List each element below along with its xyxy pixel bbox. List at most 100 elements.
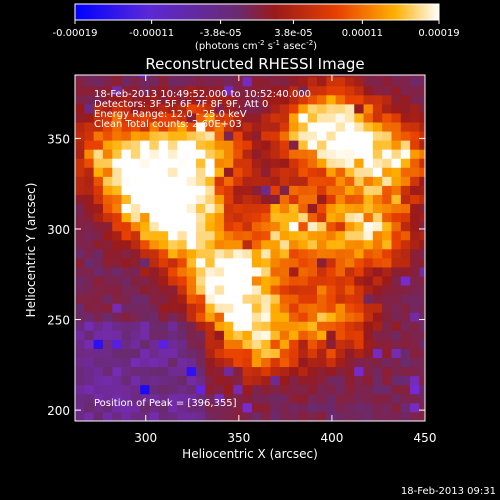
heatmap-cell [102, 212, 113, 223]
heatmap-cell [279, 203, 290, 214]
heatmap-cell [261, 140, 271, 150]
heatmap-cell [140, 194, 150, 205]
heatmap-cell [121, 158, 132, 168]
heatmap-cell [196, 75, 206, 78]
heatmap-cell [410, 375, 420, 386]
heatmap-cell [354, 411, 364, 422]
heatmap-cell [140, 103, 150, 114]
heatmap-cell [102, 94, 113, 105]
heatmap-cell [419, 122, 426, 132]
heatmap-cell [214, 248, 225, 259]
heatmap-cell [410, 167, 420, 177]
heatmap-cell [279, 212, 290, 223]
heatmap-cell [410, 303, 420, 313]
heatmap-cell [251, 357, 262, 368]
heatmap-cell [419, 411, 426, 422]
heatmap-cell [400, 303, 411, 313]
heatmap-cell [261, 176, 271, 186]
heatmap-cell [354, 94, 364, 105]
heatmap-cell [140, 113, 150, 123]
heatmap-cell [242, 94, 253, 105]
heatmap-cell [177, 75, 188, 78]
heatmap-cell [363, 375, 374, 386]
heatmap-cell [149, 122, 160, 132]
heatmap-cell [391, 131, 402, 141]
heatmap-cell [214, 94, 225, 105]
heatmap-cell [251, 103, 262, 114]
heatmap-cell [382, 194, 392, 205]
heatmap-cell [130, 176, 141, 186]
heatmap-cell [391, 239, 402, 250]
heatmap-cell [410, 339, 420, 349]
heatmap-cell [363, 149, 374, 159]
heatmap-cell [158, 294, 169, 304]
heatmap-cell [177, 348, 188, 358]
heatmap-cell [354, 402, 364, 413]
heatmap-cell [102, 312, 113, 322]
heatmap-cell [149, 94, 160, 105]
heatmap-cell [223, 194, 234, 205]
heatmap-cell [84, 85, 95, 96]
heatmap-cell [419, 312, 426, 322]
heatmap-cell [149, 402, 160, 413]
heatmap-cell [112, 267, 122, 277]
heatmap-cell [344, 402, 355, 413]
heatmap-cell [223, 294, 234, 304]
heatmap-cell [307, 194, 318, 205]
heatmap-cell [75, 76, 85, 87]
heatmap-cell [177, 113, 188, 123]
heatmap-cell [391, 85, 402, 96]
heatmap-cell [251, 149, 262, 159]
heatmap-cell [121, 348, 132, 358]
heatmap-cell [112, 212, 122, 223]
heatmap-cell [298, 330, 309, 340]
heatmap-cell [186, 149, 197, 159]
heatmap-cell [289, 230, 299, 241]
heatmap-cell [307, 113, 318, 123]
heatmap-cell [317, 221, 327, 232]
heatmap-cell [335, 384, 346, 395]
heatmap-cell [233, 176, 243, 186]
heatmap-cell [102, 75, 113, 78]
heatmap-cell [344, 75, 355, 78]
heatmap-cell [177, 131, 188, 141]
heatmap-cell [354, 375, 364, 386]
heatmap-cell [140, 131, 150, 141]
heatmap-cell [242, 113, 253, 123]
heatmap-cell [168, 303, 178, 313]
heatmap-cell [354, 194, 364, 205]
heatmap-cell [177, 276, 188, 286]
heatmap-cell [196, 85, 206, 96]
heatmap-cell [261, 113, 271, 123]
heatmap-cell [84, 248, 95, 259]
heatmap-cell [121, 357, 132, 368]
heatmap-cell [270, 176, 281, 186]
heatmap-cell [261, 122, 271, 132]
heatmap-cell [112, 203, 122, 214]
heatmap-cell [149, 76, 160, 87]
heatmap-cell [186, 131, 197, 141]
heatmap-cell [233, 230, 243, 241]
heatmap-cell [121, 411, 132, 422]
heatmap-cell [121, 294, 132, 304]
heatmap-cell [130, 393, 141, 404]
heatmap-cell [391, 366, 402, 377]
heatmap-cell [84, 285, 95, 295]
heatmap-cell [335, 366, 346, 377]
heatmap-cell [121, 185, 132, 195]
heatmap-cell [298, 230, 309, 241]
heatmap-cell [84, 230, 95, 241]
heatmap-cell [335, 131, 346, 141]
heatmap-cell [307, 167, 318, 177]
heatmap-cell [298, 212, 309, 223]
heatmap-cell [130, 384, 141, 395]
heatmap-cell [205, 85, 216, 96]
heatmap-cell [289, 76, 299, 87]
heatmap-cell [93, 257, 104, 268]
heatmap-cell [214, 276, 225, 286]
heatmap-cell [410, 94, 420, 105]
heatmap-cell [335, 185, 346, 195]
heatmap-cell [344, 131, 355, 141]
heatmap-cell [242, 276, 253, 286]
heatmap-cell [112, 294, 122, 304]
